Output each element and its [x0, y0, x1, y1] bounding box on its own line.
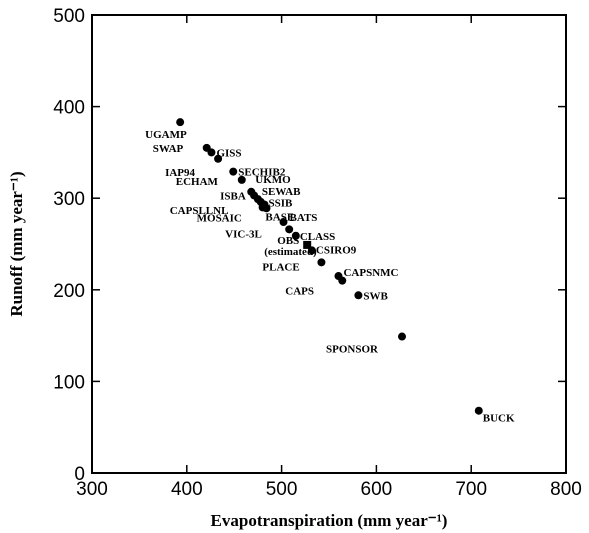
point-label: CAPS [285, 286, 314, 298]
data-point [285, 225, 293, 233]
y-tick-label: 400 [53, 98, 85, 119]
point-label: BATS [289, 212, 317, 224]
point-label: MOSAIC [197, 212, 242, 224]
data-point [176, 118, 184, 126]
y-tick-label: 100 [53, 372, 85, 393]
x-tick-label: 600 [361, 479, 393, 500]
x-axis-title: Evapotranspiration (mm year⁻¹) [211, 511, 448, 530]
point-label: CLASS [300, 231, 335, 243]
y-tick-label: 200 [53, 281, 85, 302]
x-tick-label: 700 [455, 479, 487, 500]
point-label: SPONSOR [326, 344, 379, 356]
y-tick-label: 0 [74, 464, 85, 485]
point-label: SEWAB [262, 186, 301, 198]
data-point [354, 291, 362, 299]
point-label: ECHAM [176, 176, 219, 188]
point-label: UGAMP [145, 129, 187, 141]
point-label: VIC-3L [225, 228, 262, 240]
x-tick-label: 500 [266, 479, 298, 500]
data-points [176, 118, 483, 415]
y-tick-label: 300 [53, 189, 85, 210]
point-label: GISS [216, 147, 241, 159]
y-tick-label: 500 [53, 6, 85, 27]
x-tick-label: 400 [171, 479, 203, 500]
data-point [229, 168, 237, 176]
data-point [475, 407, 483, 415]
point-label: SWB [363, 290, 388, 302]
point-label: CAPSNMC [343, 267, 398, 279]
point-label: SWAP [153, 143, 184, 155]
data-point [207, 148, 215, 156]
data-point [317, 258, 325, 266]
point-label: BUCK [483, 413, 515, 425]
point-label: (estimated) [264, 246, 317, 258]
point-label: UKMO [255, 174, 291, 186]
data-point [398, 333, 406, 341]
point-label: ISBA [220, 190, 246, 202]
x-tick-label: 800 [550, 479, 582, 500]
point-label: SSIB [269, 198, 294, 210]
y-axis-title: Runoff (mm year⁻¹) [7, 171, 26, 316]
point-label: CSIRO9 [316, 244, 357, 256]
point-label: PLACE [262, 261, 299, 273]
